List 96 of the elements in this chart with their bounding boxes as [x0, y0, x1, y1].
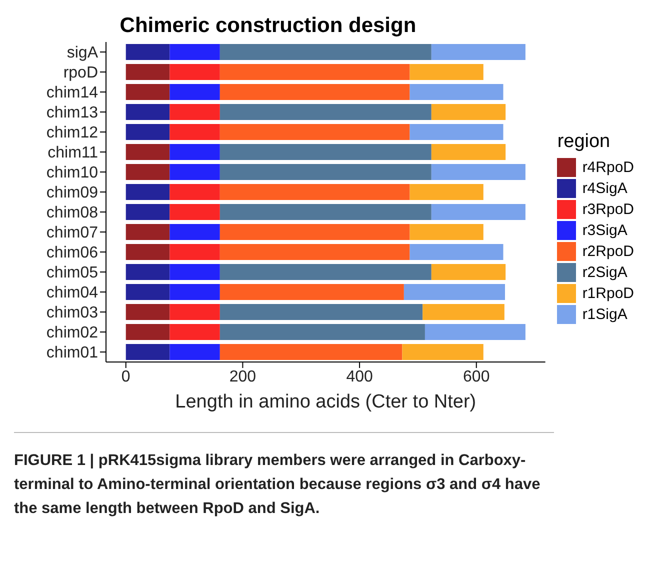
y-tick-label: chim01	[46, 344, 98, 362]
bar	[170, 324, 220, 340]
y-tick-label: chim14	[46, 84, 98, 102]
y-tick-label: chim10	[46, 164, 98, 182]
legend-label: r4RpoD	[582, 159, 634, 176]
x-tick-label: 600	[463, 368, 490, 386]
y-tick-label: chim04	[46, 284, 98, 302]
y-tick-label: chim08	[46, 204, 98, 222]
bar	[220, 44, 432, 60]
bar	[170, 304, 220, 320]
bar	[126, 44, 170, 60]
bar	[170, 184, 220, 200]
bar	[220, 304, 423, 320]
bar	[220, 284, 404, 300]
y-tick-label: chim06	[46, 244, 98, 262]
x-axis-title: Length in amino acids (Cter to Nter)	[175, 391, 476, 412]
bar	[126, 264, 170, 280]
bar	[126, 204, 170, 220]
legend-label: r3RpoD	[582, 201, 634, 218]
bar	[170, 284, 220, 300]
bar	[431, 144, 506, 160]
bar	[170, 84, 220, 100]
bar	[126, 144, 170, 160]
bar	[170, 344, 220, 360]
bar	[220, 84, 410, 100]
bar	[422, 304, 504, 320]
legend-label: r1RpoD	[582, 285, 634, 302]
legend-label: r2SigA	[582, 264, 628, 281]
bar	[220, 164, 432, 180]
x-tick-label: 400	[346, 368, 373, 386]
bar	[220, 204, 432, 220]
bar	[220, 244, 410, 260]
bar	[410, 184, 484, 200]
bar	[410, 124, 504, 140]
x-tick-label: 0	[121, 368, 130, 386]
caption-text: FIGURE 1 | pRK415sigma library members were arranged in Carboxy-terminal to Amino-terminal orientation because regions σ3 and σ4 have the same length between RpoD and SigA.	[14, 451, 542, 519]
bar	[170, 144, 220, 160]
y-tick-label: chim02	[46, 324, 98, 342]
bar	[126, 304, 170, 320]
bar	[431, 264, 506, 280]
bar	[126, 64, 170, 80]
bar	[220, 144, 432, 160]
y-tick-label: sigA	[66, 44, 98, 62]
bar	[410, 224, 484, 240]
legend-title: region	[557, 131, 612, 153]
legend-label: r4SigA	[582, 180, 628, 197]
bar	[220, 124, 410, 140]
bar	[410, 84, 504, 100]
bar	[404, 284, 506, 300]
bar	[424, 324, 526, 340]
legend-label: r3SigA	[582, 222, 628, 239]
x-tick-label: 200	[229, 368, 256, 386]
y-tick-label: chim05	[46, 264, 98, 282]
bar	[431, 164, 526, 180]
bar	[126, 124, 170, 140]
bar	[170, 44, 220, 60]
y-tick-label: rpoD	[63, 64, 98, 82]
bar	[220, 344, 402, 360]
legend-label: r2RpoD	[582, 243, 634, 260]
bar	[410, 244, 504, 260]
bar	[220, 104, 432, 120]
bar	[170, 244, 220, 260]
y-tick-label: chim07	[46, 224, 98, 242]
bar	[220, 264, 432, 280]
legend-label: r1SigA	[582, 306, 628, 323]
bar	[431, 204, 526, 220]
bar	[126, 244, 170, 260]
bar	[170, 264, 220, 280]
y-tick-label: chim13	[46, 104, 98, 122]
bar	[170, 164, 220, 180]
bar	[220, 64, 410, 80]
bar	[126, 284, 170, 300]
bar	[170, 104, 220, 120]
y-tick-label: chim09	[46, 184, 98, 202]
bar	[170, 224, 220, 240]
bar	[126, 84, 170, 100]
bar	[170, 64, 220, 80]
bar	[220, 184, 410, 200]
bar	[126, 224, 170, 240]
bar	[126, 104, 170, 120]
bar	[431, 44, 526, 60]
bar	[170, 204, 220, 220]
bar	[402, 344, 484, 360]
bar	[220, 224, 410, 240]
y-tick-label: chim12	[46, 124, 98, 142]
bar	[126, 184, 170, 200]
bar	[126, 344, 170, 360]
chart-title: Chimeric construction design	[118, 14, 418, 38]
bar	[410, 64, 484, 80]
bar	[126, 324, 170, 340]
y-tick-label: chim11	[48, 144, 98, 162]
bar	[170, 124, 220, 140]
bar	[431, 104, 506, 120]
y-tick-label: chim03	[46, 304, 98, 322]
bar	[220, 324, 425, 340]
bar	[126, 164, 170, 180]
